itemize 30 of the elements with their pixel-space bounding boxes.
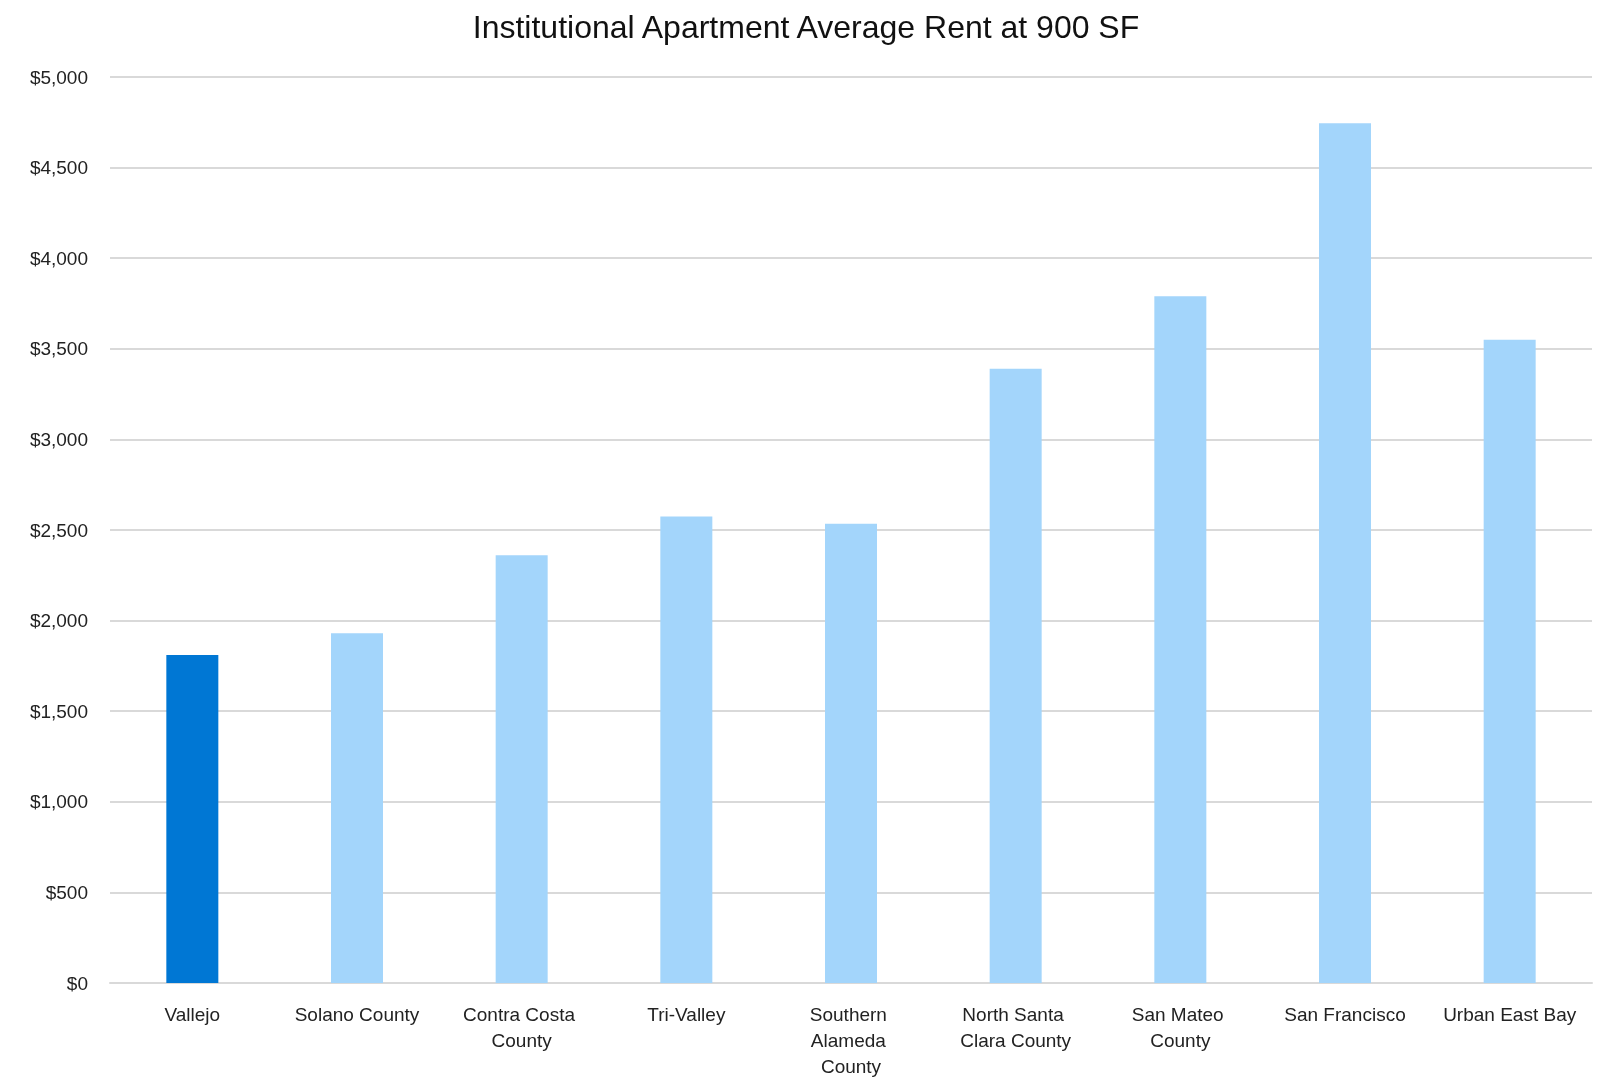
- bar: [166, 655, 219, 983]
- chart-title: Institutional Apartment Average Rent at 900 SF: [472, 9, 1140, 45]
- bar: [660, 516, 713, 983]
- x-tick-label: San Mateo County: [1131, 1003, 1229, 1051]
- y-tick-label: $1,500: [29, 700, 88, 722]
- x-tick-label: North Santa Clara County: [960, 1003, 1072, 1051]
- y-tick-label: $500: [45, 881, 88, 903]
- x-tick-label: Solano County: [294, 1003, 420, 1025]
- y-tick-label: $3,000: [29, 428, 88, 450]
- y-tick-label: $3,500: [29, 338, 88, 360]
- y-tick-label: $2,500: [29, 519, 88, 541]
- y-tick-label: $4,000: [29, 247, 88, 269]
- bar: [989, 368, 1042, 983]
- bar: [1319, 123, 1371, 983]
- bar: [1483, 339, 1536, 983]
- y-tick-label: $2,000: [29, 610, 88, 632]
- bar: [331, 633, 383, 983]
- x-tick-label: Urban East Bay: [1443, 1003, 1577, 1025]
- x-tick-label: Vallejo: [164, 1003, 221, 1025]
- y-tick-label: $5,000: [29, 66, 88, 88]
- y-tick-label: $0: [66, 972, 88, 994]
- y-tick-label: $1,000: [29, 791, 88, 813]
- y-tick-label: $4,500: [29, 157, 88, 179]
- x-tick-label: Tri-Valley: [647, 1003, 726, 1025]
- bar: [495, 555, 548, 983]
- bar: [825, 523, 877, 983]
- x-tick-label: Contra Costa County: [463, 1003, 581, 1051]
- x-tick-label: San Francisco: [1284, 1003, 1406, 1025]
- x-tick-label: Southern Alameda County: [809, 1003, 893, 1077]
- bar: [1154, 296, 1207, 983]
